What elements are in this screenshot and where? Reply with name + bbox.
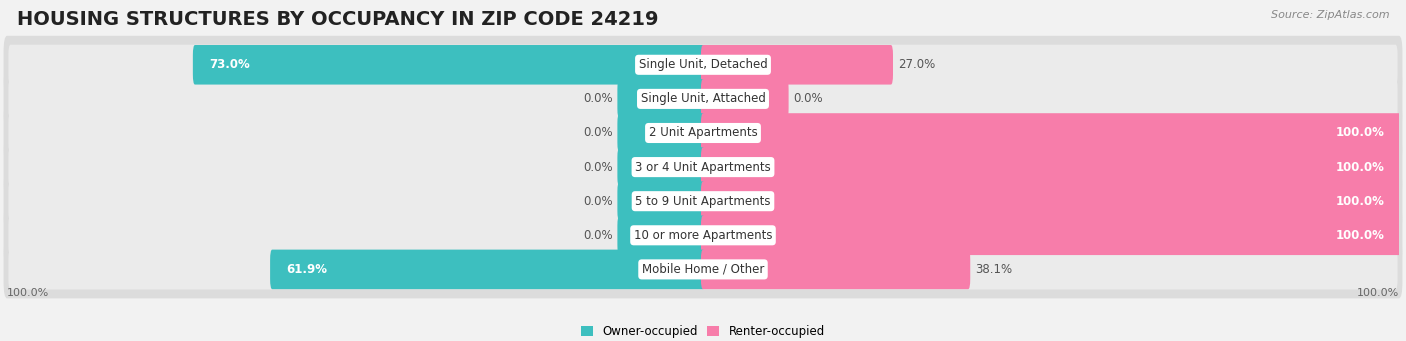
FancyBboxPatch shape xyxy=(702,147,1400,187)
Text: Single Unit, Attached: Single Unit, Attached xyxy=(641,92,765,105)
FancyBboxPatch shape xyxy=(617,181,704,221)
Text: 100.0%: 100.0% xyxy=(1336,195,1385,208)
Text: 2 Unit Apartments: 2 Unit Apartments xyxy=(648,127,758,139)
FancyBboxPatch shape xyxy=(270,250,704,289)
Text: 0.0%: 0.0% xyxy=(793,92,823,105)
FancyBboxPatch shape xyxy=(4,172,1402,230)
Text: 0.0%: 0.0% xyxy=(583,127,613,139)
Text: 0.0%: 0.0% xyxy=(583,229,613,242)
FancyBboxPatch shape xyxy=(8,79,1398,119)
Text: 10 or more Apartments: 10 or more Apartments xyxy=(634,229,772,242)
Text: 73.0%: 73.0% xyxy=(209,58,250,71)
Text: HOUSING STRUCTURES BY OCCUPANCY IN ZIP CODE 24219: HOUSING STRUCTURES BY OCCUPANCY IN ZIP C… xyxy=(17,10,658,29)
FancyBboxPatch shape xyxy=(4,36,1402,94)
FancyBboxPatch shape xyxy=(8,181,1398,221)
FancyBboxPatch shape xyxy=(8,113,1398,153)
FancyBboxPatch shape xyxy=(617,147,704,187)
Text: 100.0%: 100.0% xyxy=(1336,229,1385,242)
FancyBboxPatch shape xyxy=(617,216,704,255)
Text: 38.1%: 38.1% xyxy=(976,263,1012,276)
FancyBboxPatch shape xyxy=(4,206,1402,264)
FancyBboxPatch shape xyxy=(8,249,1398,290)
Text: 5 to 9 Unit Apartments: 5 to 9 Unit Apartments xyxy=(636,195,770,208)
FancyBboxPatch shape xyxy=(617,79,704,119)
Text: 3 or 4 Unit Apartments: 3 or 4 Unit Apartments xyxy=(636,161,770,174)
Text: Single Unit, Detached: Single Unit, Detached xyxy=(638,58,768,71)
FancyBboxPatch shape xyxy=(702,250,970,289)
FancyBboxPatch shape xyxy=(4,104,1402,162)
Legend: Owner-occupied, Renter-occupied: Owner-occupied, Renter-occupied xyxy=(576,321,830,341)
Text: 27.0%: 27.0% xyxy=(898,58,935,71)
FancyBboxPatch shape xyxy=(4,70,1402,128)
Text: 0.0%: 0.0% xyxy=(583,92,613,105)
Text: 100.0%: 100.0% xyxy=(1336,161,1385,174)
Text: 100.0%: 100.0% xyxy=(1336,127,1385,139)
FancyBboxPatch shape xyxy=(8,45,1398,85)
FancyBboxPatch shape xyxy=(193,45,704,85)
FancyBboxPatch shape xyxy=(702,79,789,119)
FancyBboxPatch shape xyxy=(702,113,1400,153)
FancyBboxPatch shape xyxy=(4,240,1402,298)
FancyBboxPatch shape xyxy=(702,45,893,85)
FancyBboxPatch shape xyxy=(8,215,1398,255)
Text: 61.9%: 61.9% xyxy=(285,263,328,276)
FancyBboxPatch shape xyxy=(4,138,1402,196)
Text: 100.0%: 100.0% xyxy=(1357,287,1399,298)
Text: Mobile Home / Other: Mobile Home / Other xyxy=(641,263,765,276)
FancyBboxPatch shape xyxy=(617,113,704,153)
Text: 100.0%: 100.0% xyxy=(7,287,49,298)
FancyBboxPatch shape xyxy=(8,147,1398,187)
Text: 0.0%: 0.0% xyxy=(583,195,613,208)
Text: Source: ZipAtlas.com: Source: ZipAtlas.com xyxy=(1271,10,1389,20)
FancyBboxPatch shape xyxy=(702,216,1400,255)
FancyBboxPatch shape xyxy=(702,181,1400,221)
Text: 0.0%: 0.0% xyxy=(583,161,613,174)
